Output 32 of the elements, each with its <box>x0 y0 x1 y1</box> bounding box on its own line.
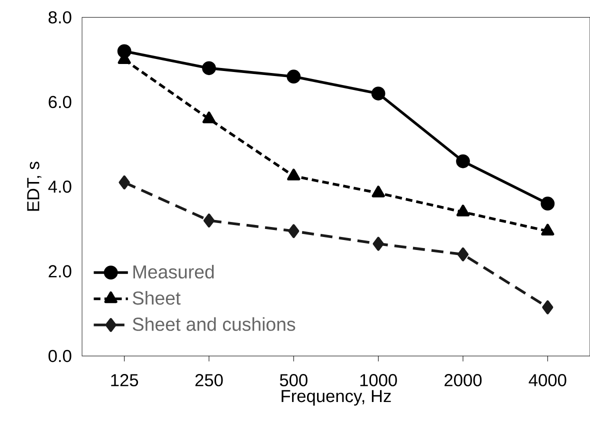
point <box>287 168 300 180</box>
point <box>541 224 554 236</box>
point <box>456 154 470 168</box>
point <box>202 112 216 124</box>
point <box>371 86 386 100</box>
point <box>203 214 215 228</box>
point <box>456 204 470 216</box>
point <box>540 196 555 211</box>
point <box>118 175 130 190</box>
y-tick-label: 4.0 <box>48 180 72 193</box>
x-tick-label: 4000 <box>528 374 566 386</box>
point <box>202 61 216 76</box>
point <box>372 186 385 198</box>
x-tick-label: 2000 <box>444 374 482 386</box>
y-tick-label: 0.0 <box>48 350 72 362</box>
y-tick-label: 2.0 <box>48 265 72 278</box>
point <box>457 247 469 262</box>
point <box>288 224 300 238</box>
point <box>286 70 301 84</box>
x-tick-label: 250 <box>195 374 223 386</box>
y-axis-title: EDT, s <box>27 162 42 211</box>
legend-label: Sheet <box>132 291 181 305</box>
x-axis-title: Frequency, Hz <box>282 390 391 406</box>
point <box>542 300 554 314</box>
x-tick-label: 125 <box>111 374 138 386</box>
legend-label: Sheet and cushions <box>132 317 296 331</box>
y-tick-label: 8.0 <box>48 11 72 24</box>
x-tick-label: 1000 <box>360 374 397 386</box>
y-tick-label: 6.0 <box>48 96 72 108</box>
x-tick-label: 500 <box>280 374 308 386</box>
legend-label: Measured <box>133 264 214 279</box>
point <box>372 236 384 251</box>
